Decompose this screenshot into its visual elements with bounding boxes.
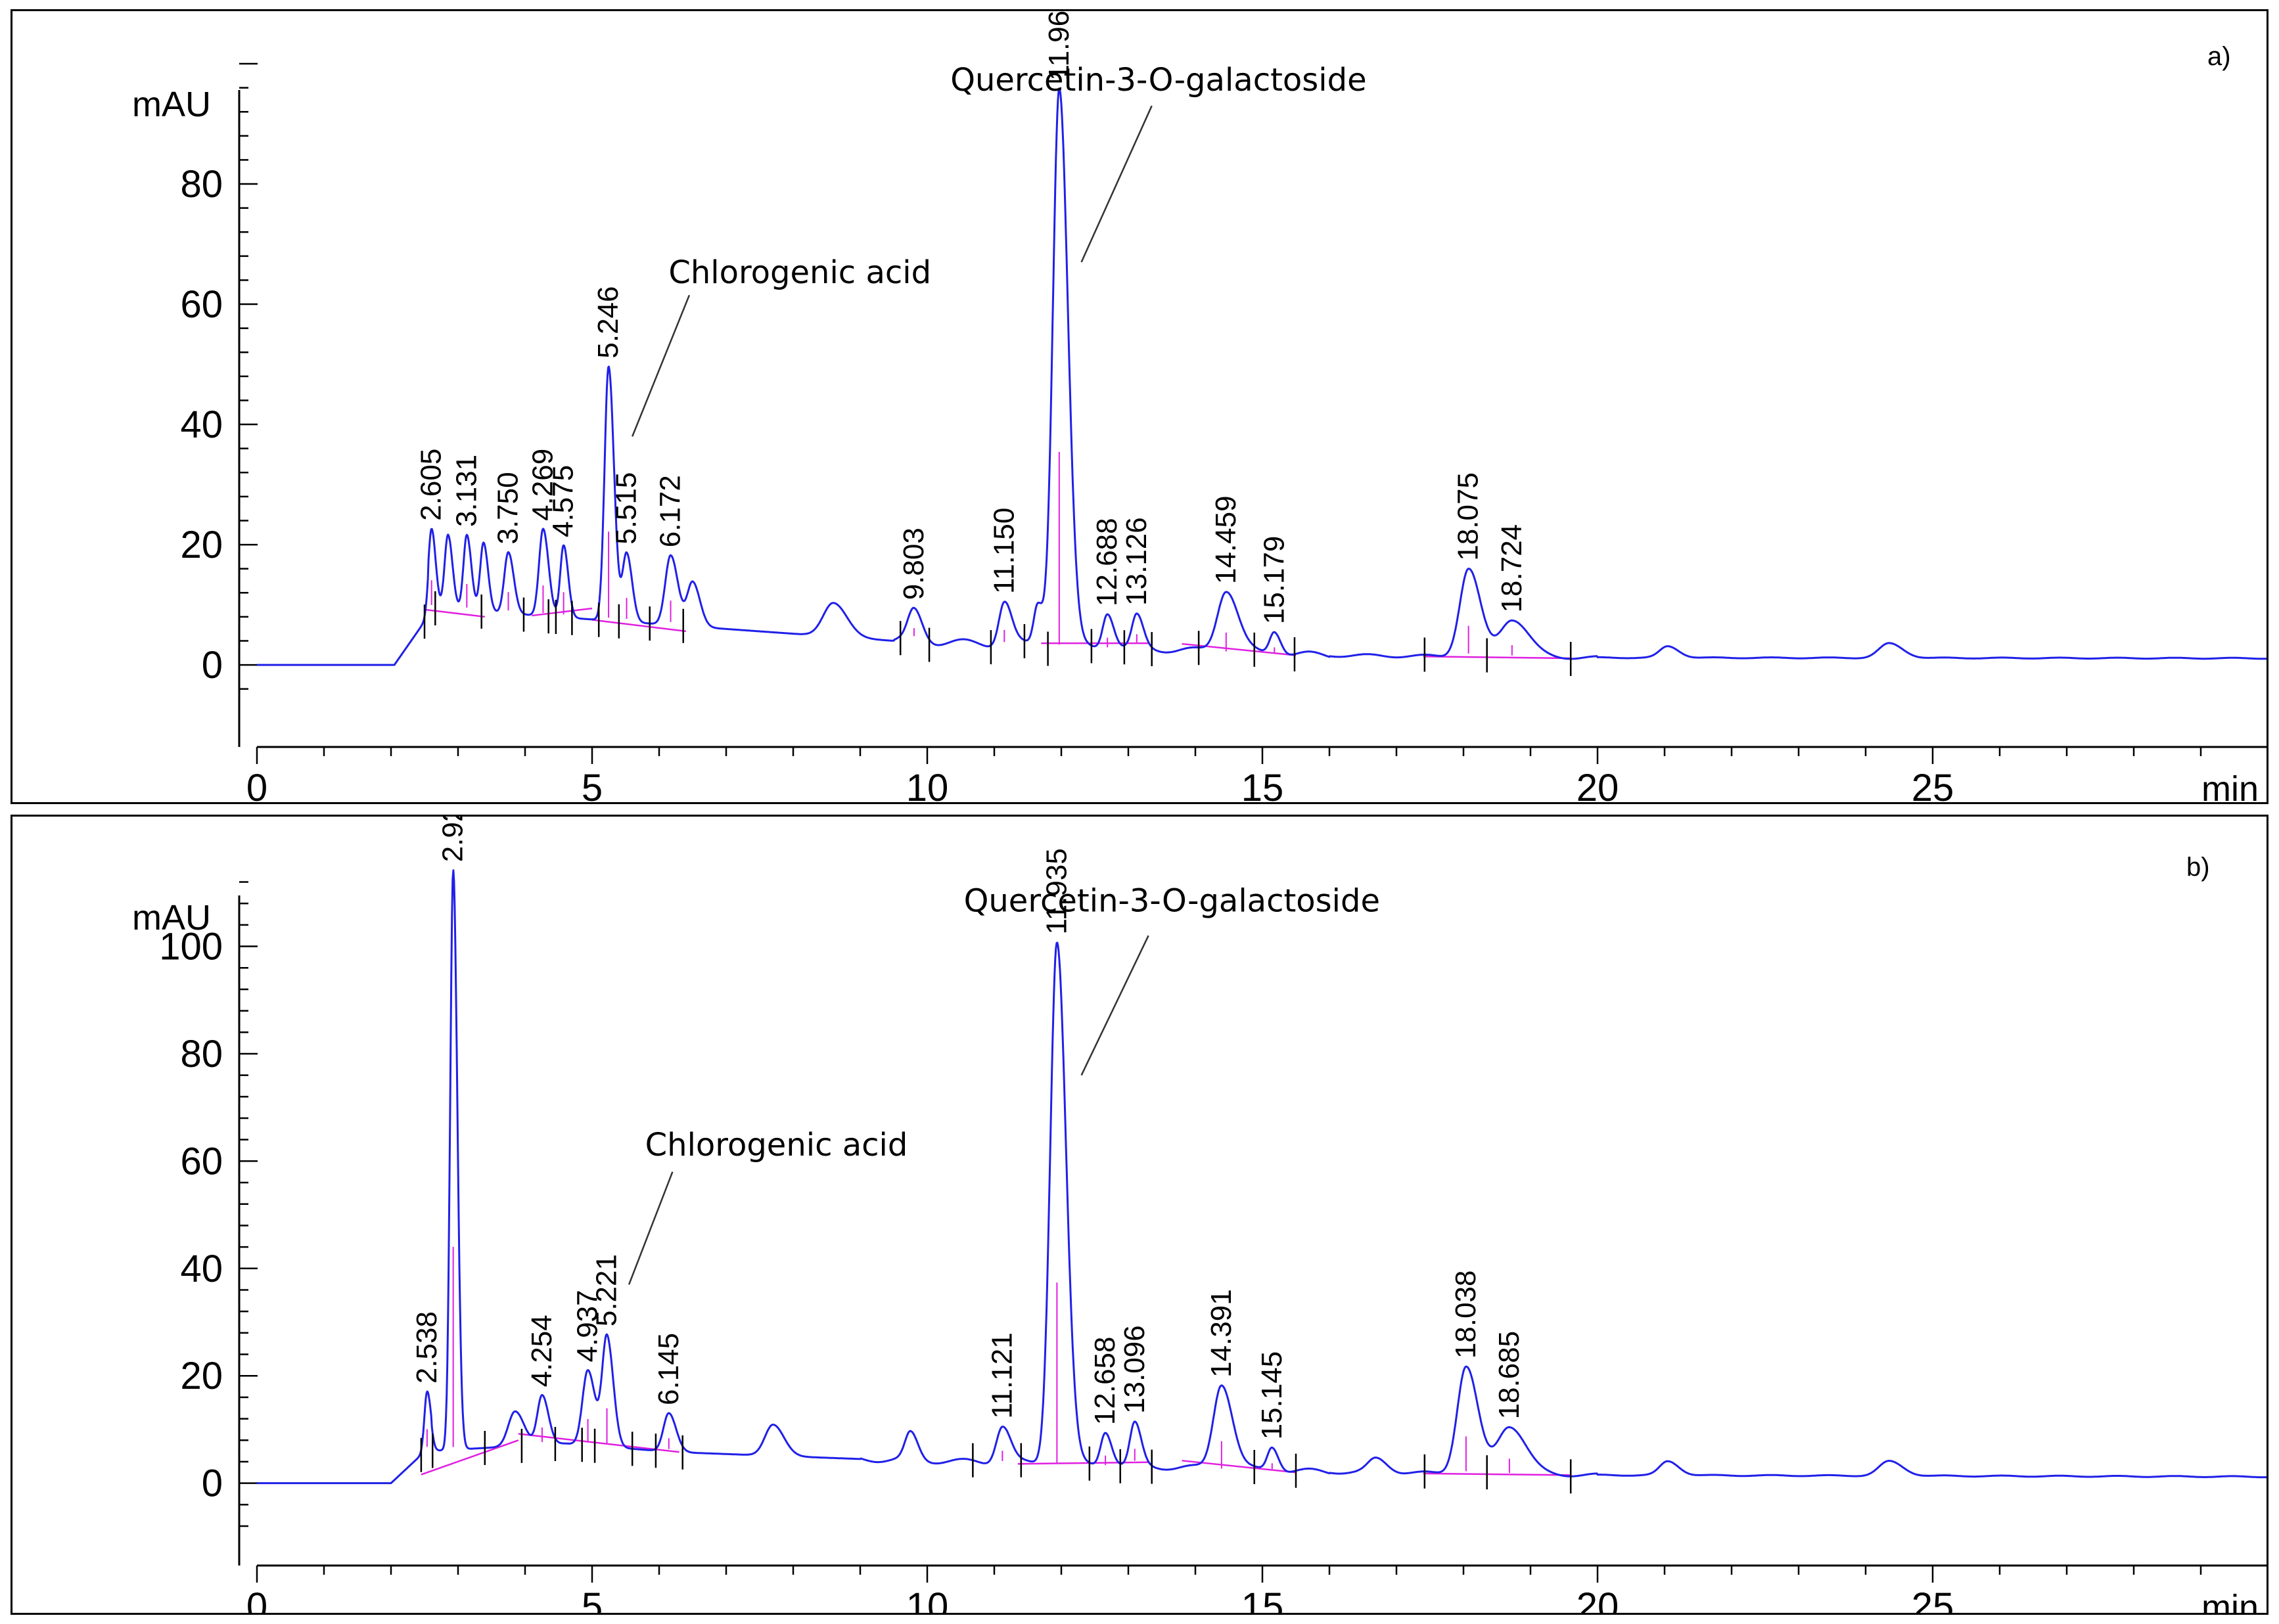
peak-label: 18.724	[1496, 524, 1528, 613]
y-tick-label: 0	[202, 1462, 223, 1505]
y-tick-label: 80	[180, 163, 223, 206]
integration-baseline	[1423, 656, 1571, 660]
y-tick-label: 20	[180, 524, 223, 566]
peak-label: 13.096	[1118, 1325, 1151, 1414]
chromatogram-b: 0 20 40 60 80 100 0 5 10 15 20 25 mAU min b) 2.538 2.928…	[132, 817, 2267, 1613]
y-tick-label: 60	[180, 283, 223, 326]
peak-label: 2.928	[437, 817, 469, 862]
x-axis-unit-label: min	[2201, 1588, 2259, 1613]
integration-baseline	[518, 1433, 679, 1453]
x-axis-unit-label: min	[2201, 769, 2259, 802]
integration-baseline	[424, 608, 485, 618]
x-tick-label: 10	[906, 767, 949, 802]
integration-baseline	[1423, 1472, 1571, 1476]
peak-label: 11.121	[986, 1332, 1018, 1418]
chromatogram-a: 0 20 40 60 80 0 5 10 15 20 25 mAU min a) 2.605 3.131 3.7…	[132, 11, 2267, 802]
x-tick-label: 0	[246, 767, 267, 802]
integration-baseline	[591, 619, 686, 633]
peak-label: 5.221	[591, 1254, 623, 1326]
y-axis-unit-label: mAU	[132, 85, 211, 124]
x-tick-label: 20	[1577, 767, 1619, 802]
peak-label: 4.254	[526, 1315, 558, 1387]
annotation-leader-line	[632, 294, 691, 437]
peak-label: 4.937	[572, 1290, 604, 1362]
x-tick-label: 20	[1577, 1585, 1619, 1613]
y-tick-label: 80	[180, 1033, 223, 1075]
peak-label: 12.688	[1091, 518, 1123, 606]
compound-annotation: Quercetin-3-O-galactoside	[950, 62, 1366, 99]
y-tick-label: 40	[180, 1248, 223, 1290]
peak-label: 15.179	[1258, 536, 1290, 625]
peak-label: 18.685	[1493, 1331, 1525, 1420]
x-tick-label: 5	[582, 767, 603, 802]
integration-baseline	[1182, 1460, 1297, 1474]
y-tick-label: 0	[202, 644, 223, 687]
chromatogram-trace	[256, 87, 2267, 666]
annotation-leader-line	[1080, 105, 1153, 263]
x-tick-label: 25	[1912, 1585, 1954, 1613]
peak-label: 11.150	[988, 508, 1020, 594]
integration-baseline	[1017, 1461, 1149, 1465]
x-tick-label: 0	[246, 1585, 267, 1613]
integration-baseline	[532, 607, 593, 617]
compound-annotation: Quercetin-3-O-galactoside	[964, 882, 1380, 919]
compound-annotation: Chlorogenic acid	[668, 254, 931, 291]
panel-label: a)	[2207, 42, 2231, 71]
peak-label: 11.969	[1043, 11, 1075, 81]
integration-baseline	[1182, 643, 1297, 656]
peak-label: 3.131	[450, 455, 482, 527]
y-tick-label: 60	[180, 1140, 223, 1183]
annotation-leader-line	[628, 1171, 674, 1285]
y-axis-unit-label: mAU	[132, 898, 211, 937]
peak-label: 9.803	[898, 528, 930, 600]
integration-baseline	[421, 1439, 519, 1476]
panel-label: b)	[2186, 853, 2210, 882]
peak-label: 14.459	[1210, 495, 1242, 584]
chromatogram-panel-a: 0 20 40 60 80 0 5 10 15 20 25 mAU min a) 2.605 3.131 3.7…	[11, 9, 2268, 804]
peak-label: 5.515	[610, 472, 643, 545]
peak-label: 18.075	[1452, 472, 1485, 561]
peak-label: 14.391	[1205, 1289, 1237, 1378]
chromatogram-trace	[256, 869, 2267, 1485]
annotation-leader-line	[1080, 935, 1149, 1076]
y-tick-label: 40	[180, 403, 223, 446]
x-tick-label: 10	[906, 1585, 949, 1613]
x-tick-label: 15	[1241, 1585, 1284, 1613]
peak-label: 6.145	[653, 1333, 685, 1405]
peak-label: 4.269	[526, 449, 559, 521]
peak-label: 5.246	[592, 286, 624, 358]
peak-label: 2.605	[415, 449, 448, 521]
peak-label: 18.038	[1450, 1271, 1482, 1359]
peak-label: 13.126	[1120, 517, 1153, 606]
peak-label: 6.172	[655, 475, 687, 547]
x-tick-label: 15	[1241, 767, 1284, 802]
peak-label: 4.575	[547, 465, 580, 537]
peak-label: 2.538	[411, 1311, 443, 1384]
y-tick-label: 100	[159, 926, 223, 968]
peak-label: 12.658	[1089, 1336, 1121, 1425]
x-tick-label: 25	[1912, 767, 1954, 802]
y-tick-label: 20	[180, 1355, 223, 1397]
peak-label: 11.935	[1040, 848, 1072, 934]
chromatogram-panel-b: 0 20 40 60 80 100 0 5 10 15 20 25 mAU min b) 2.538 2.928…	[11, 815, 2268, 1615]
x-tick-label: 5	[582, 1585, 603, 1613]
compound-annotation: Chlorogenic acid	[645, 1127, 908, 1163]
peak-label: 3.750	[492, 472, 524, 544]
peak-label: 15.145	[1256, 1351, 1288, 1440]
